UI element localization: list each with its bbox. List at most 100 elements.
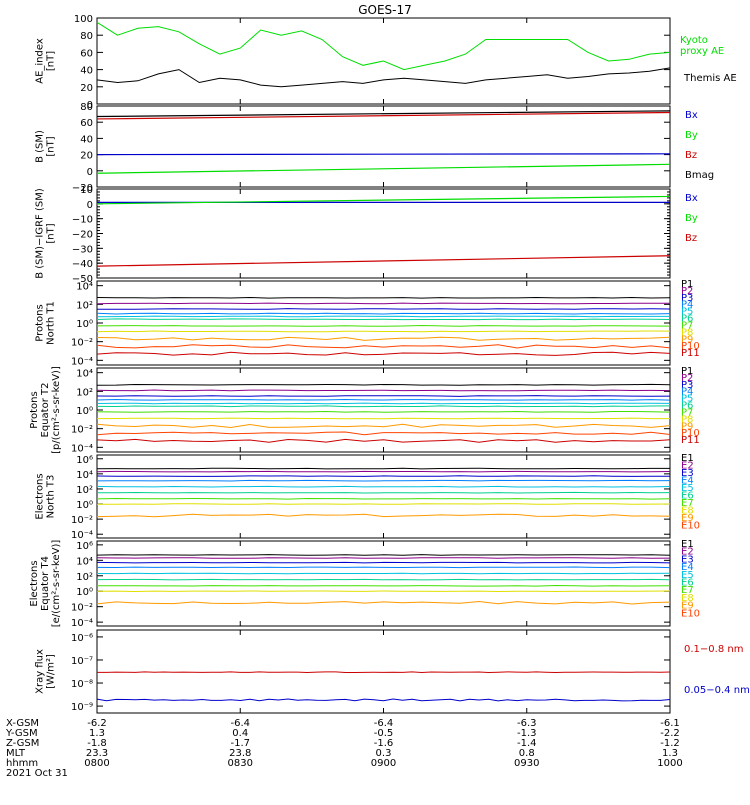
series-line <box>96 351 671 356</box>
y-tick-label: 20 <box>80 83 93 94</box>
legend-entry: P3 <box>681 293 693 304</box>
y-tick-label: −20 <box>72 230 93 241</box>
series-line <box>96 431 671 436</box>
ephem-cell: -1.7 <box>230 738 250 749</box>
ephem-cell: -6.4 <box>230 718 250 729</box>
series-line <box>96 423 671 429</box>
ephem-cell: 23.8 <box>229 748 251 759</box>
y-tick-label: 40 <box>80 66 93 77</box>
series-line <box>96 566 671 569</box>
ephem-row-label: 2021 Oct 31 <box>6 768 68 779</box>
series-line <box>97 308 671 310</box>
y-tick-label: 10⁻⁴ <box>71 530 93 541</box>
legend-entry: By <box>685 213 698 224</box>
legend-entry: 0.1−0.8 nm <box>684 644 743 655</box>
ephem-cell: -1.4 <box>517 738 537 749</box>
series-line <box>96 302 671 305</box>
legend-entry: Bz <box>685 233 697 244</box>
y-tick-label: 0 <box>87 167 93 178</box>
y-axis-label: [nT] <box>46 51 57 71</box>
series-line <box>96 470 671 473</box>
y-tick-label: 10⁻² <box>71 338 93 349</box>
y-axis-label: Electrons <box>35 473 46 519</box>
y-axis-label: [W/m²] <box>46 654 57 689</box>
y-axis-label: Electrons <box>29 560 40 606</box>
y-axis-label: [nT] <box>46 136 57 156</box>
legend-entry: P9 <box>681 334 693 345</box>
legend-entry: E1 <box>681 539 694 550</box>
legend-entry: E5 <box>681 570 694 581</box>
y-axis-label: [e/(cm²-s-sr-keV)] <box>51 540 62 628</box>
ephem-row-label: Z-GSM <box>6 738 39 749</box>
y-axis-label: [nT] <box>46 223 57 243</box>
series-line-bmag <box>96 110 671 118</box>
ephem-cell: 0.4 <box>232 728 248 739</box>
series-line <box>96 417 670 420</box>
y-axis-label: Equator T2 <box>40 383 51 438</box>
legend-entry: Bmag <box>685 170 714 181</box>
series-line <box>96 467 670 470</box>
ephem-cell: -1.3 <box>517 728 537 739</box>
y-tick-label: 80 <box>80 102 93 113</box>
legend-entry: E4 <box>681 476 694 487</box>
ephem-cell: -0.5 <box>374 728 394 739</box>
series-line <box>96 590 671 593</box>
legend-entry: P7 <box>681 320 693 331</box>
y-tick-label: 10² <box>76 572 93 583</box>
ephem-cell: -1.2 <box>660 738 680 749</box>
ephem-cell: 1.3 <box>89 728 105 739</box>
legend-entry: P6 <box>681 314 693 325</box>
legend-entry: P1 <box>681 279 693 290</box>
series-line <box>96 344 671 349</box>
series-line-black <box>96 67 671 88</box>
plot-title: GOES-17 <box>358 3 412 17</box>
y-tick-label: −50 <box>72 274 93 285</box>
legend-entry: E2 <box>681 461 694 472</box>
legend-entry: Bz <box>685 150 697 161</box>
legend-entry: P8 <box>681 327 693 338</box>
series-line <box>96 383 671 386</box>
legend-entry: P4 <box>681 300 693 311</box>
y-tick-label: 10⁴ <box>76 470 93 481</box>
legend-entry: E3 <box>681 468 694 479</box>
legend-entry: P10 <box>681 428 700 439</box>
series-line <box>96 554 671 556</box>
legend-entry: P5 <box>681 307 693 318</box>
y-tick-label: 10⁻² <box>71 425 93 436</box>
y-tick-label: 10⁶ <box>76 455 93 466</box>
legend-entry: E3 <box>681 554 694 565</box>
y-tick-label: 10² <box>76 387 93 398</box>
y-axis-label: B (SM)−IGRF (SM) <box>35 188 46 279</box>
ephem-cell: 23.3 <box>86 748 108 759</box>
legend-entry: Themis AE <box>683 73 737 84</box>
legend-entry: E5 <box>681 483 694 494</box>
legend-entry: E6 <box>681 491 694 502</box>
ephem-row-label: X-GSM <box>6 718 39 729</box>
series-line <box>96 389 671 392</box>
y-tick-label: −40 <box>72 259 93 270</box>
legend-entry: P2 <box>681 373 693 384</box>
legend-entry: P10 <box>681 341 700 352</box>
y-tick-label: 10⁴ <box>76 282 93 293</box>
y-tick-label: 10² <box>76 485 93 496</box>
legend-entry: E9 <box>681 513 694 524</box>
legend-entry: P5 <box>681 394 693 405</box>
ephem-cell: -2.2 <box>660 728 680 739</box>
series-line <box>97 491 671 494</box>
legend-entry: proxy AE <box>680 46 724 57</box>
legend-entry: E4 <box>681 562 694 573</box>
y-tick-label: 80 <box>80 31 93 42</box>
y-tick-label: 10⁻⁷ <box>71 656 93 667</box>
ephem-cell: 0.8 <box>519 748 535 759</box>
series-line <box>96 485 671 488</box>
legend-entry: P11 <box>681 435 700 446</box>
y-tick-label: 20 <box>80 151 93 162</box>
series-line-red <box>97 671 671 674</box>
y-tick-label: 0 <box>87 100 93 111</box>
series-line-bz <box>96 111 671 120</box>
ephem-cell: 0.3 <box>376 748 392 759</box>
legend-entry: P1 <box>681 366 693 377</box>
series-line-blue <box>96 698 671 702</box>
